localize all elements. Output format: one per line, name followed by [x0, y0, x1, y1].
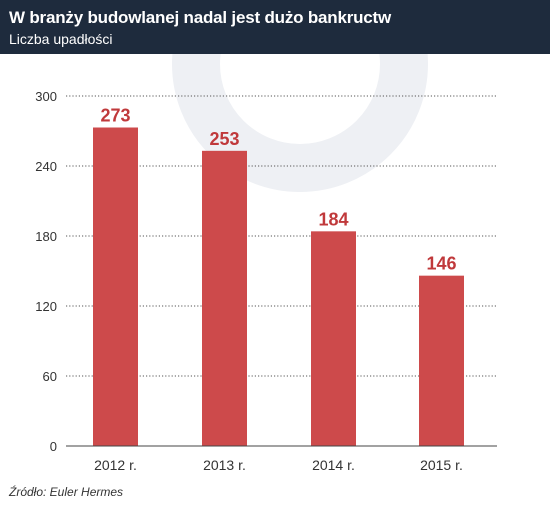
x-tick-label: 2012 r. [94, 457, 137, 473]
bar-value-label: 184 [318, 209, 348, 229]
x-tick-label: 2013 r. [203, 457, 246, 473]
bar-value-label: 253 [209, 129, 239, 149]
bars [93, 127, 464, 446]
watermark-ring [172, 54, 428, 192]
bar-2013r [202, 150, 247, 446]
x-tick-label: 2014 r. [312, 457, 355, 473]
chart-title: W branży budowlanej nadal jest dużo bank… [9, 8, 392, 27]
x-tick-label: 2015 r. [420, 457, 463, 473]
bar-2014r [311, 231, 356, 446]
header-bar: W branży budowlanej nadal jest dużo bank… [0, 0, 550, 54]
bar-chart: 273 253 184 146 0 60 120 180 240 300 2012 r. 2013… [35, 54, 497, 473]
y-tick-label: 240 [35, 159, 57, 174]
watermark-logo [172, 54, 428, 192]
bar-2012r [93, 127, 138, 446]
y-axis-ticks: 0 60 120 180 240 300 [35, 89, 57, 454]
source-note: Źródło: Euler Hermes [9, 485, 124, 499]
bar-2015r [419, 275, 464, 446]
value-labels: 273 253 184 146 [100, 106, 456, 274]
x-axis-ticks: 2012 r. 2013 r. 2014 r. 2015 r. [94, 457, 463, 473]
y-tick-label: 60 [43, 369, 57, 384]
watermark-core [260, 54, 340, 104]
y-tick-label: 120 [35, 299, 57, 314]
bar-value-label: 146 [426, 254, 456, 274]
y-tick-label: 180 [35, 229, 57, 244]
chart-subtitle: Liczba upadłości [9, 31, 113, 47]
y-tick-label: 0 [50, 439, 57, 454]
y-tick-label: 300 [35, 89, 57, 104]
bar-value-label: 273 [100, 106, 130, 126]
